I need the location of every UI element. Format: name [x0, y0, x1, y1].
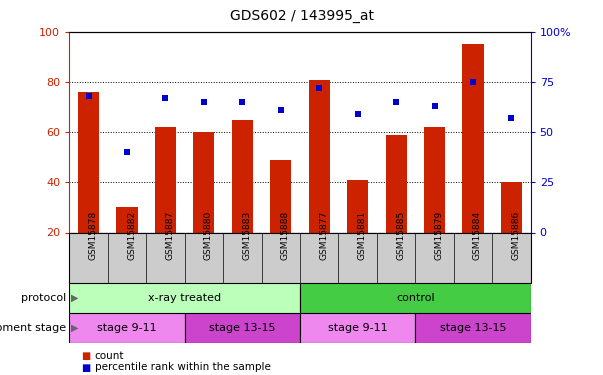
Text: GSM15879: GSM15879 — [435, 210, 444, 260]
Text: ▶: ▶ — [71, 323, 78, 333]
Point — [353, 111, 362, 117]
Bar — [300, 313, 415, 343]
Text: stage 9-11: stage 9-11 — [97, 323, 157, 333]
Text: GSM15888: GSM15888 — [281, 210, 290, 260]
Point — [314, 85, 324, 91]
Text: count: count — [95, 351, 124, 361]
Point — [391, 99, 401, 105]
Point — [199, 99, 209, 105]
Text: GSM15882: GSM15882 — [127, 210, 136, 260]
Bar — [155, 127, 176, 232]
Point — [160, 95, 170, 101]
Bar — [501, 182, 522, 232]
Text: protocol: protocol — [21, 293, 66, 303]
Text: GSM15881: GSM15881 — [358, 210, 367, 260]
Text: ■: ■ — [81, 351, 90, 361]
Bar — [385, 135, 406, 232]
Point — [276, 107, 286, 113]
Text: percentile rank within the sample: percentile rank within the sample — [95, 363, 271, 372]
Bar — [69, 313, 185, 343]
Point — [430, 103, 440, 109]
Bar — [415, 313, 531, 343]
Point — [84, 93, 93, 99]
Text: control: control — [396, 293, 435, 303]
Bar — [463, 44, 484, 232]
Bar — [194, 132, 215, 232]
Point — [122, 149, 132, 155]
Point — [238, 99, 247, 105]
Bar — [185, 313, 300, 343]
Text: GSM15883: GSM15883 — [242, 210, 251, 260]
Text: GSM15886: GSM15886 — [511, 210, 520, 260]
Bar — [69, 283, 300, 313]
Text: GSM15880: GSM15880 — [204, 210, 213, 260]
Text: GSM15884: GSM15884 — [473, 210, 482, 260]
Text: GSM15887: GSM15887 — [165, 210, 174, 260]
Bar — [424, 127, 445, 232]
Bar — [347, 180, 368, 232]
Text: stage 13-15: stage 13-15 — [440, 323, 507, 333]
Point — [507, 115, 516, 121]
Text: development stage: development stage — [0, 323, 66, 333]
Bar — [116, 207, 137, 232]
Text: ▶: ▶ — [71, 293, 78, 303]
Text: stage 13-15: stage 13-15 — [209, 323, 276, 333]
Point — [468, 79, 478, 85]
Text: stage 9-11: stage 9-11 — [328, 323, 388, 333]
Bar — [232, 120, 253, 232]
Text: ■: ■ — [81, 363, 90, 372]
Text: GDS602 / 143995_at: GDS602 / 143995_at — [230, 9, 373, 23]
Text: GSM15878: GSM15878 — [89, 210, 98, 260]
Bar — [300, 283, 531, 313]
Bar — [309, 80, 330, 232]
Text: GSM15877: GSM15877 — [319, 210, 328, 260]
Bar — [270, 160, 291, 232]
Bar — [78, 92, 99, 232]
Text: GSM15885: GSM15885 — [396, 210, 405, 260]
Text: x-ray treated: x-ray treated — [148, 293, 221, 303]
